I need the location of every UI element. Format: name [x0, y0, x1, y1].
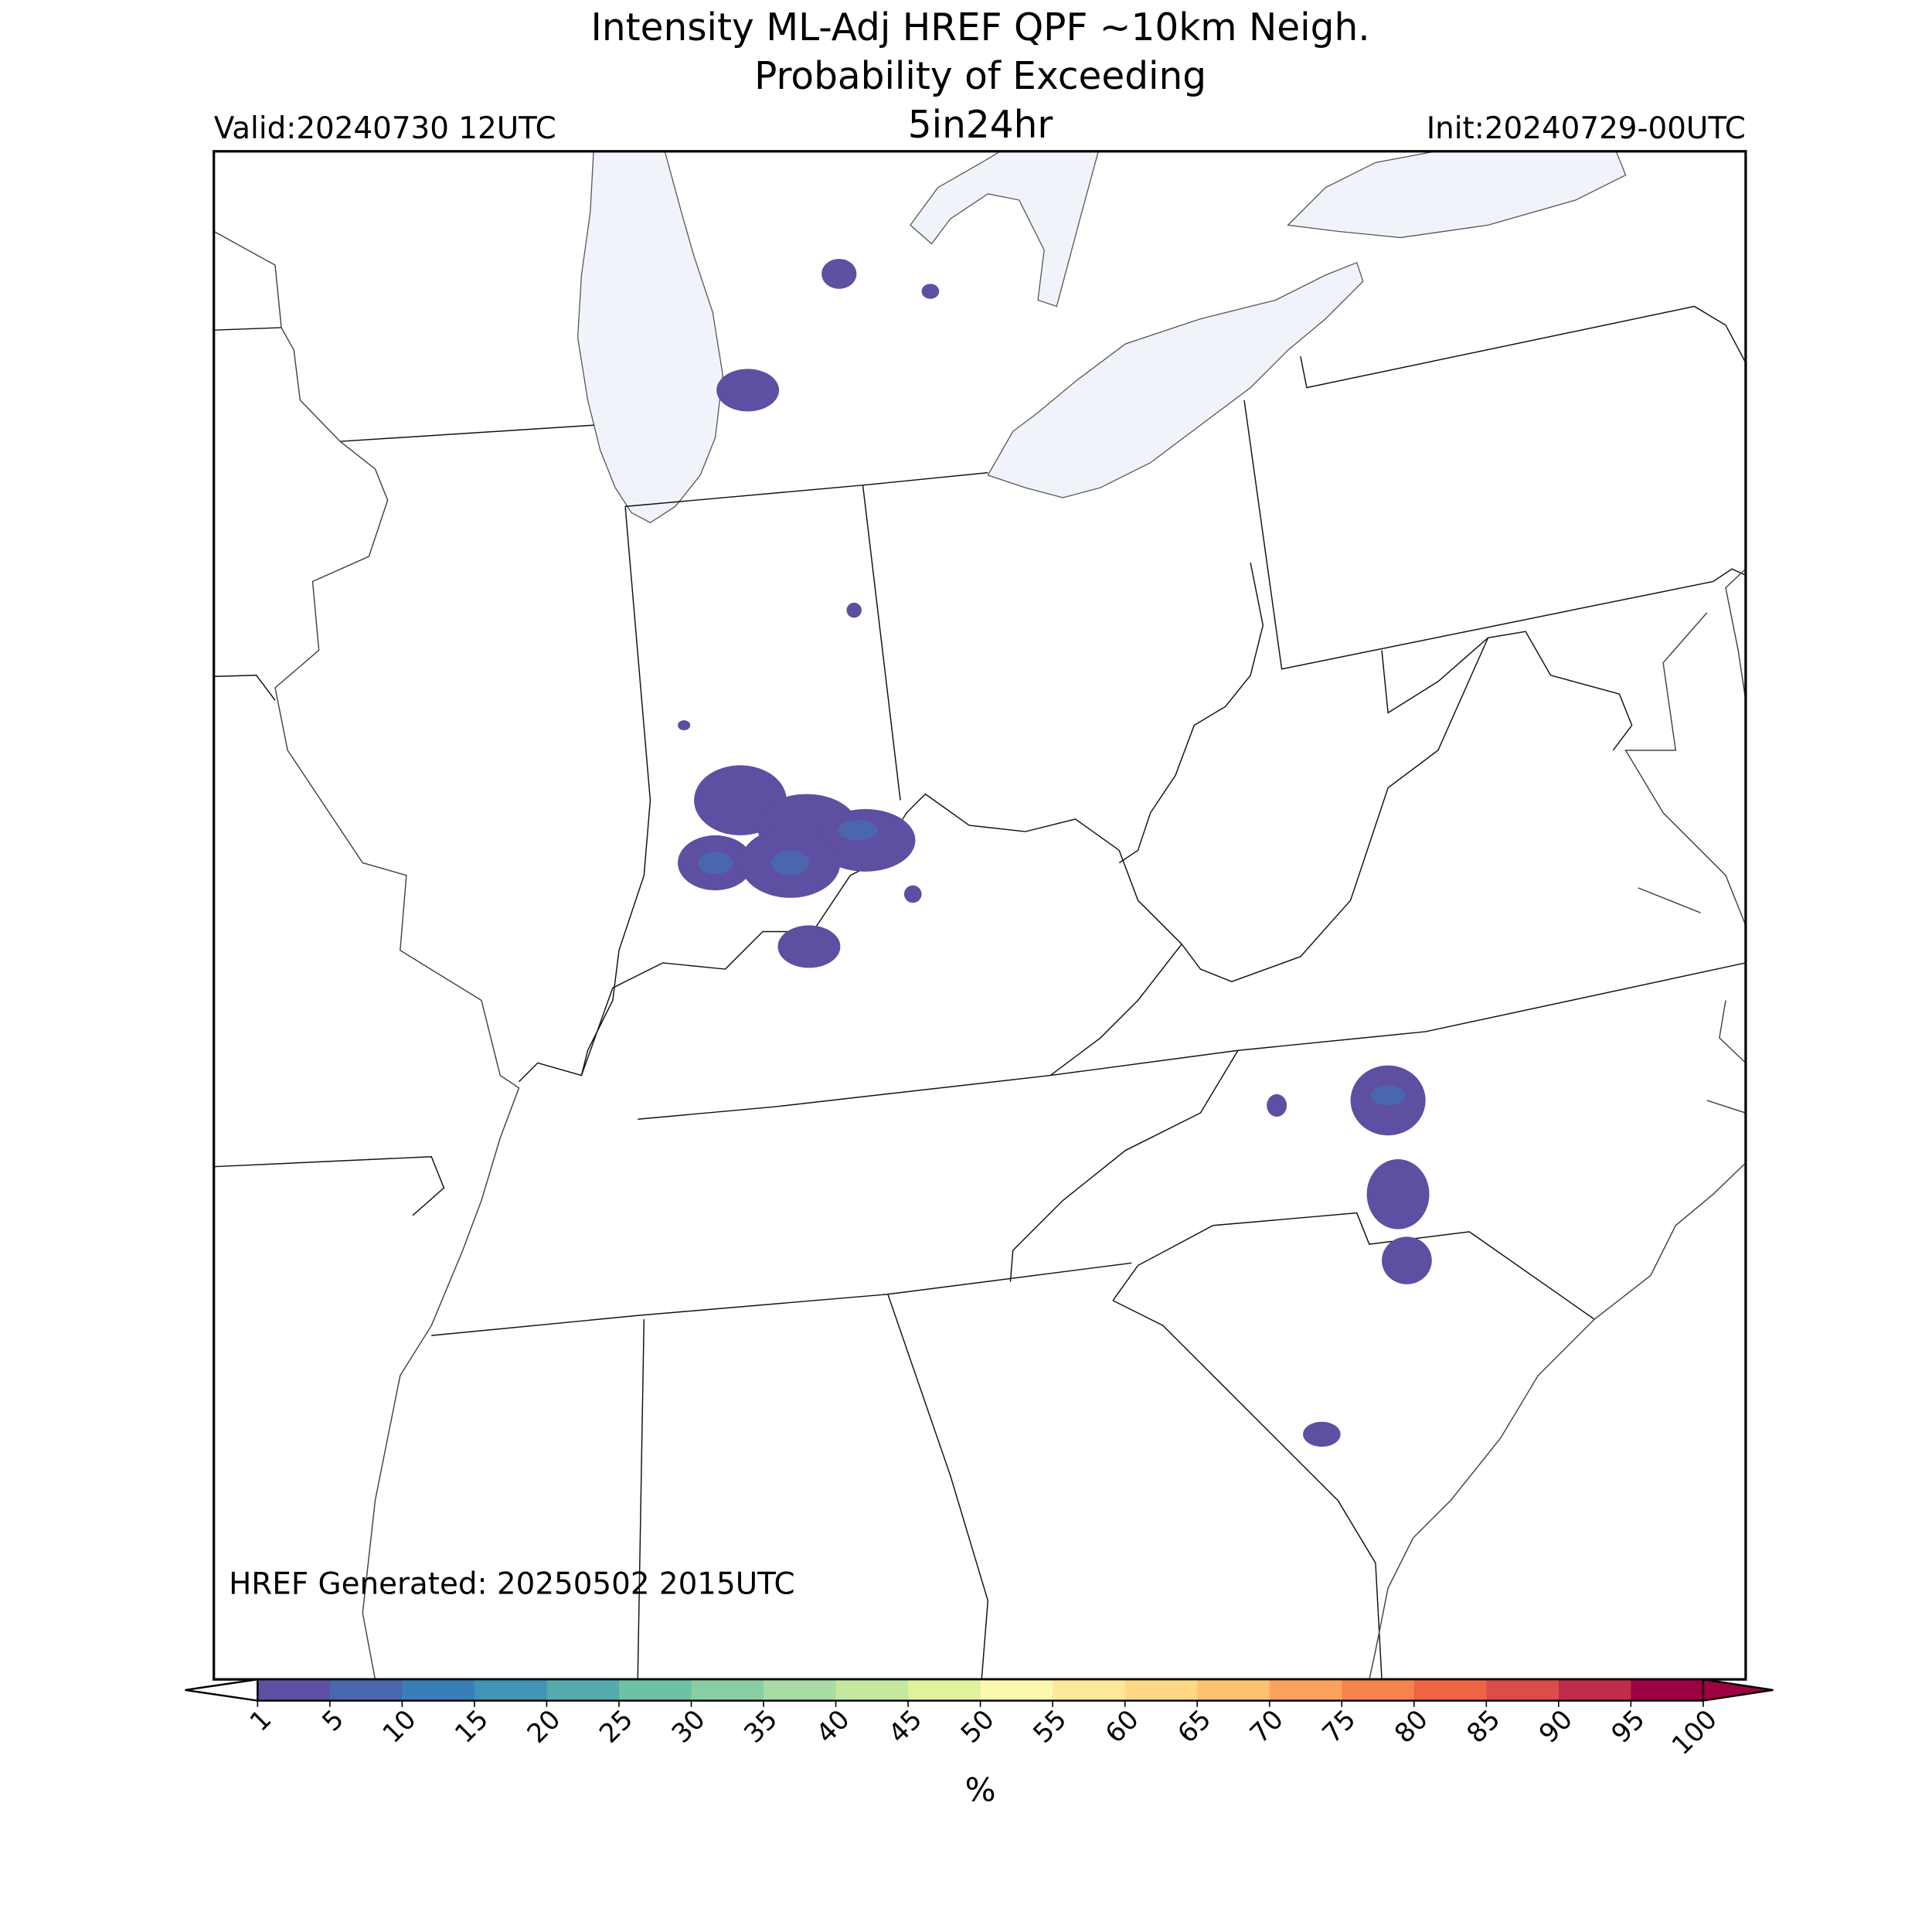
colorbar-segment — [1413, 1679, 1488, 1701]
probability-area — [815, 808, 916, 872]
river — [213, 230, 520, 1680]
title-line: 5in24hr — [908, 104, 1053, 147]
border — [637, 1294, 989, 1680]
probability-area — [903, 885, 922, 903]
border — [638, 944, 1746, 1120]
colorbar-segment — [402, 1679, 475, 1701]
border — [213, 327, 594, 442]
colorbar-segment — [835, 1679, 909, 1701]
border — [624, 471, 988, 801]
colorbar-segment — [1053, 1679, 1126, 1701]
coast — [1624, 568, 1746, 1114]
valid-time: Valid:20240730 12UTC — [214, 111, 556, 146]
init-time: Init:20240729-00UTC — [1427, 111, 1746, 146]
probability-area — [1267, 1094, 1287, 1117]
probability-area — [1382, 1236, 1432, 1284]
lake — [987, 261, 1364, 498]
colorbar-segment — [1486, 1679, 1560, 1701]
border — [1243, 305, 1746, 670]
probability-area — [821, 258, 857, 289]
colorbar-segment — [474, 1679, 548, 1701]
probability-area — [678, 720, 691, 730]
title-line: Probability of Exceeding — [754, 55, 1206, 98]
colorbar-segment — [764, 1679, 837, 1701]
colorbar-segment — [1631, 1679, 1704, 1701]
border — [431, 1049, 1239, 1336]
colorbar-segment — [329, 1679, 403, 1701]
probability-area — [1370, 1085, 1406, 1106]
border — [1112, 1212, 1595, 1680]
colorbar-segment — [980, 1679, 1053, 1701]
border — [519, 506, 651, 1083]
map: HREF Generated: 20250502 2015UTC — [213, 151, 1746, 1680]
probability-area — [771, 850, 809, 876]
colorbar-segment — [546, 1679, 620, 1701]
border — [213, 675, 445, 1216]
probability-area — [846, 602, 862, 618]
probability-area — [838, 820, 878, 841]
colorbar-segment — [1342, 1679, 1415, 1701]
colorbar-segment — [618, 1679, 692, 1701]
colorbar-segment — [908, 1679, 981, 1701]
probability-area — [921, 284, 940, 299]
probability-area — [697, 851, 733, 875]
colorbar-label: % — [965, 1770, 996, 1808]
colorbar-segment — [691, 1679, 764, 1701]
probability-area — [1303, 1421, 1341, 1447]
title-line: Intensity ML-Adj HREF QPF ~10km Neigh. — [591, 6, 1370, 49]
lake — [1287, 151, 1627, 239]
colorbar-segment — [1558, 1679, 1632, 1701]
colorbar-segment — [1124, 1679, 1198, 1701]
probability-area — [777, 925, 841, 968]
coast — [1369, 1162, 1746, 1680]
probability-area — [716, 369, 780, 412]
lake — [577, 151, 723, 524]
footnote: HREF Generated: 20250502 2015UTC — [229, 1566, 795, 1601]
probability-area — [1366, 1159, 1430, 1230]
colorbar-segment — [1197, 1679, 1270, 1701]
border — [1118, 563, 1489, 864]
lake — [910, 151, 1099, 308]
probability-area — [678, 258, 1432, 1447]
colorbar-segment — [257, 1679, 331, 1701]
colorbar-segment — [1269, 1679, 1343, 1701]
